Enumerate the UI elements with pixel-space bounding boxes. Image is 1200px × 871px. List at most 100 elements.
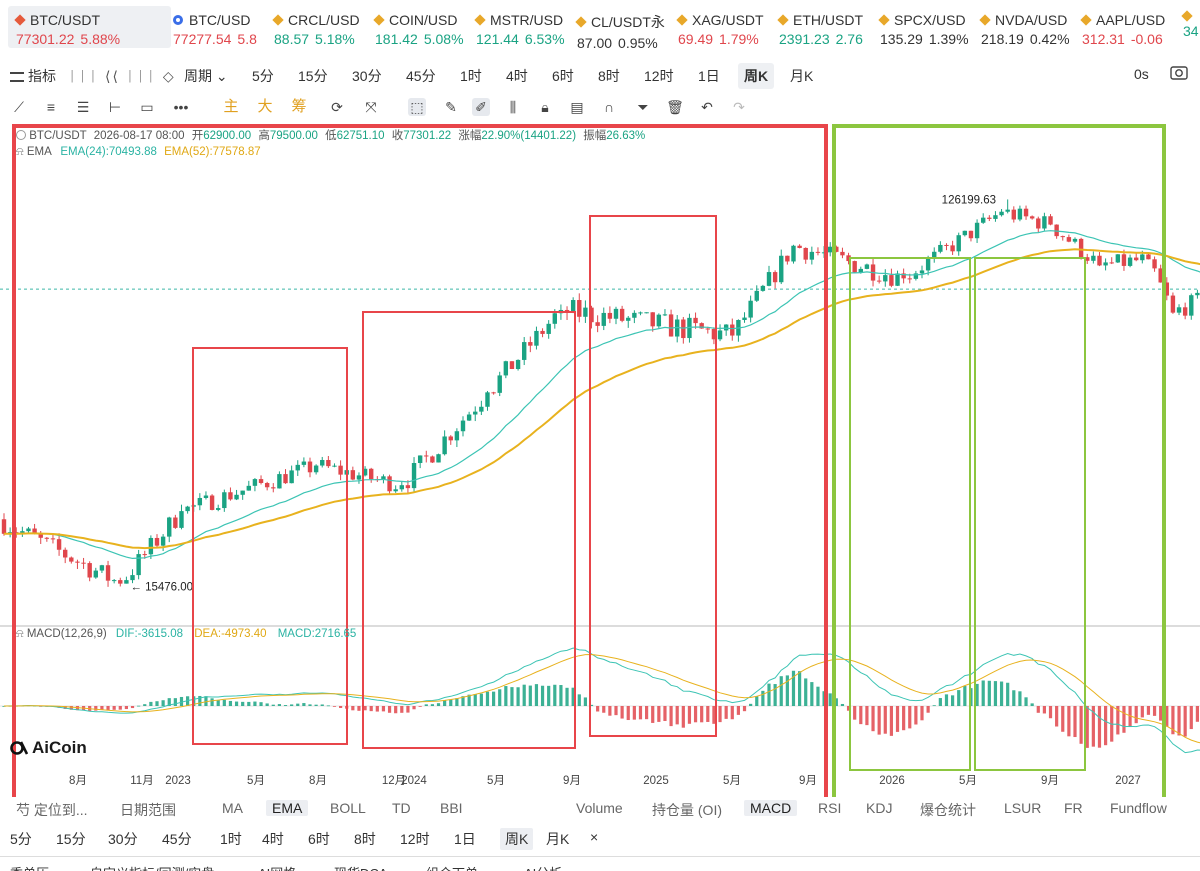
filter-icon[interactable]: ⏷	[637, 99, 649, 115]
measure-icon[interactable]: ⤧	[365, 99, 377, 115]
magnet-icon[interactable]: ∩	[603, 99, 615, 115]
ticker-item[interactable]: CRCL/USD 88.57 5.18%	[272, 0, 375, 54]
interval-7[interactable]: 8时	[598, 68, 620, 84]
undo-icon[interactable]: ↶	[701, 99, 713, 115]
macd-bar	[259, 702, 263, 706]
indicator-menu[interactable]: 指标 ᛁᛁᛁ ⟨⟨ ᛁᛁᛁ ◇	[10, 66, 176, 86]
bottom-tab-2[interactable]: AI网格	[258, 863, 296, 871]
indicator-tab-5[interactable]: TD	[392, 800, 411, 816]
bottom-tab-1[interactable]: 自定义指标/回测/实盘	[90, 863, 214, 871]
candle-icon[interactable]: ⫼	[509, 99, 517, 115]
interval-0[interactable]: 5分	[252, 68, 274, 84]
indicator-tab-7[interactable]: Volume	[576, 800, 623, 816]
indicator-tab-12[interactable]: 爆仓统计	[920, 802, 976, 818]
ruler-icon[interactable]: ✎	[445, 99, 457, 115]
interval-2[interactable]: 30分	[352, 68, 382, 84]
horizontal-lines-icon[interactable]: ☰	[76, 99, 90, 115]
note-icon[interactable]: ▤	[570, 99, 584, 115]
indicator-tab-2[interactable]: MA	[222, 800, 243, 816]
trendline-icon[interactable]: ⟋	[14, 99, 24, 115]
period2-5[interactable]: 4时	[262, 831, 284, 847]
ticker-item[interactable]: MSTR/USD 121.44 6.53%	[474, 0, 577, 54]
indicator-tab-13[interactable]: LSUR	[1004, 800, 1042, 816]
cursor-icon[interactable]: ⬚	[408, 98, 426, 116]
period2-10[interactable]: 周K	[500, 828, 534, 850]
interval-9[interactable]: 1日	[698, 68, 720, 84]
period2-7[interactable]: 8时	[354, 831, 376, 847]
indicator-tab-9[interactable]: MACD	[744, 800, 798, 816]
ticker-item[interactable]: BTC/USD 77277.54 5.8	[173, 0, 274, 54]
indicator-tab-6[interactable]: BBI	[440, 800, 463, 816]
interval-8[interactable]: 12时	[644, 68, 674, 84]
period2-9[interactable]: 1日	[454, 831, 476, 847]
period2-8[interactable]: 12时	[400, 831, 430, 847]
x-axis-label: 2027	[1115, 775, 1141, 787]
bell-icon[interactable]: ⍾	[16, 146, 24, 158]
parallel-lines-icon[interactable]: ≡	[46, 99, 56, 115]
ticker-item[interactable]: SPCX/USD 135.29 1.39%	[878, 0, 981, 54]
more-dots-icon[interactable]: •••	[173, 99, 189, 115]
ticker-item[interactable]: 34	[1181, 0, 1200, 54]
indicator-tab-0[interactable]: 芍 定位到...	[16, 802, 88, 818]
indicator-tab-15[interactable]: Fundflow	[1110, 800, 1167, 816]
interval-10[interactable]: 周K	[738, 63, 775, 89]
period2-2[interactable]: 30分	[108, 831, 138, 847]
diamond-icon	[1181, 10, 1193, 22]
bottom-tab-0[interactable]: 委单历	[10, 863, 49, 871]
indicator-tab-11[interactable]: KDJ	[866, 800, 893, 816]
interval-6[interactable]: 6时	[552, 68, 574, 84]
bottom-tab-5[interactable]: AI分析	[524, 863, 562, 871]
lock-icon[interactable]: 🔒︎	[541, 99, 549, 115]
horizontal-ray-icon[interactable]: ⊢	[108, 99, 122, 115]
ticker-item[interactable]: COIN/USD 181.42 5.08%	[373, 0, 476, 54]
interval-5[interactable]: 4时	[506, 68, 528, 84]
interval-4[interactable]: 1时	[460, 68, 482, 84]
candle-body	[956, 235, 961, 252]
bottom-tab-3[interactable]: 现货DCA	[334, 863, 387, 871]
macd-bar	[883, 706, 887, 734]
period2-0[interactable]: 5分	[10, 831, 32, 847]
indicator-tab-8[interactable]: 持仓量 (OI)	[652, 802, 722, 818]
period2-1[interactable]: 15分	[56, 831, 86, 847]
period2-11[interactable]: 月K	[546, 831, 570, 847]
ticker-item[interactable]: CL/USDT永 87.00 0.95%	[575, 0, 678, 54]
ticker-item[interactable]: XAG/USDT 69.49 1.79%	[676, 0, 779, 54]
bottom-tab-4[interactable]: 组合下单	[426, 863, 478, 871]
period2-3[interactable]: 45分	[162, 831, 192, 847]
period2-4[interactable]: 1时	[220, 831, 242, 847]
redo-icon[interactable]: ↷	[733, 99, 745, 115]
interval-1[interactable]: 15分	[298, 68, 328, 84]
ticker-item[interactable]: AAPL/USD 312.31 -0.06	[1080, 0, 1183, 54]
macd-bar	[632, 706, 636, 720]
candle-body	[197, 497, 203, 506]
sync-icon[interactable]: ⟳	[331, 99, 343, 115]
close-icon[interactable]: ×	[590, 829, 599, 845]
chip-button[interactable]: 筹	[291, 98, 307, 115]
indicator-tab-10[interactable]: RSI	[818, 800, 842, 816]
ticker-item[interactable]: NVDA/USD 218.19 0.42%	[979, 0, 1082, 54]
indicator-tab-3[interactable]: EMA	[266, 800, 309, 816]
indicator-tab-1[interactable]: 日期范围	[120, 802, 176, 818]
period2-6[interactable]: 6时	[308, 831, 330, 847]
candle-body	[779, 255, 784, 283]
ticker-item[interactable]: ETH/USDT 2391.23 2.76	[777, 0, 880, 54]
period-dropdown[interactable]: 周期 ⌄	[184, 68, 228, 84]
candle-body	[1195, 292, 1200, 296]
ticker-item[interactable]: BTC/USDT 77301.22 5.88%	[8, 6, 171, 48]
indicator-tab-4[interactable]: BOLL	[330, 800, 366, 816]
large-order-button[interactable]: 大	[257, 98, 273, 115]
indicator-tab-14[interactable]: FR	[1064, 800, 1083, 816]
bell-icon[interactable]: ⍾	[16, 628, 24, 640]
interval-3[interactable]: 45分	[406, 68, 436, 84]
main-force-button[interactable]: 主	[223, 98, 239, 115]
macd-bar	[1091, 706, 1095, 747]
pen-icon[interactable]: ✐	[472, 98, 490, 116]
trash-icon[interactable]: 🗑︎	[666, 99, 684, 115]
macd-bar	[1097, 706, 1102, 748]
rectangle-icon[interactable]: ▭	[140, 99, 154, 115]
candle-body	[307, 461, 313, 473]
screenshot-icon[interactable]	[1170, 64, 1188, 83]
legend-eye-icon[interactable]	[16, 130, 26, 140]
interval-11[interactable]: 月K	[790, 68, 814, 84]
